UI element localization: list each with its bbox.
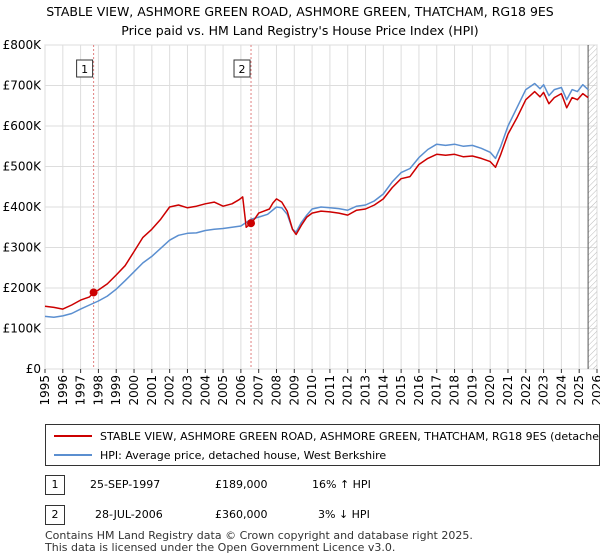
sale-price: £189,000 (215, 478, 268, 491)
legend-item-property: STABLE VIEW, ASHMORE GREEN ROAD, ASHMORE… (54, 426, 600, 446)
x-tick-label: 2018 (448, 375, 462, 406)
x-tick-label: 2005 (216, 375, 230, 406)
x-tick-label: 2024 (554, 375, 568, 406)
legend-hpi-label: HPI: Average price, detached house, West… (100, 448, 387, 462)
footer: Contains HM Land Registry data © Crown c… (45, 530, 473, 554)
y-tick-label: £800K (3, 38, 43, 52)
legend-property-swatch (54, 435, 92, 437)
x-tick-label: 1996 (56, 375, 70, 406)
hpi-series-line (44, 82, 589, 318)
y-tick-label: £100K (3, 322, 43, 336)
legend: STABLE VIEW, ASHMORE GREEN ROAD, ASHMORE… (45, 424, 600, 466)
x-tick-label: 2004 (198, 375, 212, 406)
sale-point (89, 288, 98, 297)
sale-price: £360,000 (215, 508, 268, 521)
x-tick-label: 2008 (269, 375, 283, 406)
x-tick-label: 2006 (234, 375, 248, 406)
sale-row: 2 28-JUL-2006 £360,000 3% ↓ HPI (45, 505, 600, 527)
sale-hpi-change: 16% ↑ HPI (312, 478, 371, 491)
x-tick-label: 2025 (572, 375, 586, 406)
y-tick-label: £600K (3, 119, 43, 133)
x-tick-label: 2011 (323, 375, 337, 406)
y-tick-label: £0 (26, 362, 41, 376)
sale-hpi-change: 3% ↓ HPI (318, 508, 370, 521)
x-tick-label: 2012 (341, 375, 355, 406)
chart-title-line1: STABLE VIEW, ASHMORE GREEN ROAD, ASHMORE… (46, 4, 554, 19)
x-tick-label: 2016 (412, 375, 426, 406)
legend-item-hpi: HPI: Average price, detached house, West… (54, 445, 386, 465)
x-tick-label: 2009 (287, 375, 301, 406)
x-tick-label: 2023 (537, 375, 551, 406)
legend-hpi-swatch (54, 454, 92, 456)
x-tick-label: 2013 (359, 375, 373, 406)
chart-title-line2: Price paid vs. HM Land Registry's House … (121, 23, 479, 38)
x-tick-label: 2022 (519, 375, 533, 406)
x-tick-label: 2001 (145, 375, 159, 406)
x-tick-label: 2010 (305, 375, 319, 406)
sale-label: 2 (239, 63, 246, 76)
sale-label: 1 (81, 63, 88, 76)
x-tick-label: 2015 (394, 375, 408, 406)
y-tick-label: £500K (3, 160, 43, 174)
x-tick-label: 2002 (163, 375, 177, 406)
sale-point (247, 219, 256, 228)
sale-row: 1 25-SEP-1997 £189,000 16% ↑ HPI (45, 475, 600, 497)
x-tick-label: 2026 (590, 375, 600, 406)
x-tick-label: 1997 (74, 375, 88, 406)
sale-date: 28-JUL-2006 (95, 508, 163, 521)
sale-date: 25-SEP-1997 (90, 478, 161, 491)
footer-licence: This data is licensed under the Open Gov… (45, 541, 396, 554)
x-tick-label: 2020 (483, 375, 497, 406)
y-tick-label: £300K (3, 241, 43, 255)
y-tick-label: £400K (3, 200, 43, 214)
y-tick-label: £200K (3, 281, 43, 295)
x-tick-label: 2014 (376, 375, 390, 406)
y-tick-label: £700K (3, 79, 43, 93)
sale-label-box (76, 59, 94, 78)
chart-title: STABLE VIEW, ASHMORE GREEN ROAD, ASHMORE… (0, 2, 600, 40)
x-tick-label: 1998 (91, 375, 105, 406)
x-tick-label: 2021 (501, 375, 515, 406)
x-tick-label: 1995 (38, 375, 52, 406)
x-tick-label: 2000 (127, 375, 141, 406)
x-tick-label: 2019 (465, 375, 479, 406)
future-hatch (588, 45, 597, 369)
x-tick-label: 2003 (180, 375, 194, 406)
x-tick-label: 2007 (252, 375, 266, 406)
legend-property-label: STABLE VIEW, ASHMORE GREEN ROAD, ASHMORE… (100, 429, 600, 443)
sale-marker-box: 2 (45, 505, 65, 525)
footer-copyright: Contains HM Land Registry data © Crown c… (45, 529, 473, 542)
sale-marker-box: 1 (45, 475, 65, 495)
sale-label-box (233, 59, 251, 78)
property-series-line (44, 90, 589, 310)
price-chart: £0 £100K £200K £300K £400K £500K £600K £700K £80… (3, 38, 600, 406)
x-tick-label: 1999 (109, 375, 123, 406)
x-tick-label: 2017 (430, 375, 444, 406)
